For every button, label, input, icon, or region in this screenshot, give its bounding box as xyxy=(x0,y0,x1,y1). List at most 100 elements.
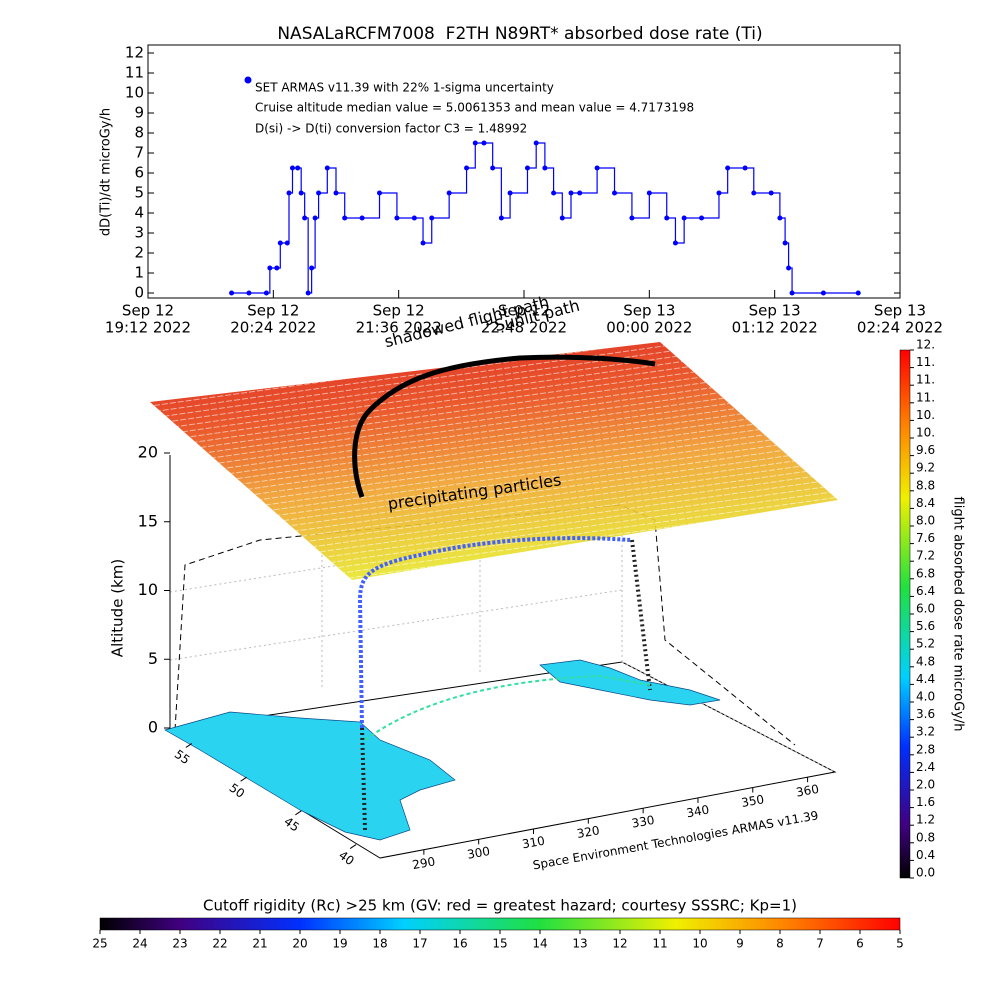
colorbar-tick-label: 6.0 xyxy=(916,602,935,616)
data-point xyxy=(820,290,826,296)
colorbar-label: flight absorbed dose rate microGy/h xyxy=(951,497,966,732)
data-point xyxy=(263,290,269,296)
y-tick-label: 1 xyxy=(134,264,144,282)
colorbar-tick-label: 9.6 xyxy=(916,443,935,457)
y-tick-label: 8 xyxy=(134,124,144,142)
data-point xyxy=(612,190,618,196)
z-tick-label: 0 xyxy=(148,718,158,737)
colorbar-tick-label: 8 xyxy=(776,937,784,951)
colorbar-tick-label: 2.0 xyxy=(916,778,935,792)
annotation: Cruise altitude median value = 5.0061353… xyxy=(255,101,694,115)
x-tick-label: Sep 12 xyxy=(373,302,425,320)
data-point xyxy=(429,215,435,221)
y-tick-label: 11 xyxy=(125,64,144,82)
x-tick-label: 21:36 2022 xyxy=(356,319,442,337)
colorbar-tick-label: 1.6 xyxy=(916,795,935,809)
colorbar-tick-label: 7.6 xyxy=(916,531,935,545)
data-point xyxy=(289,165,295,171)
data-point xyxy=(498,215,504,221)
data-point xyxy=(716,190,722,196)
data-point xyxy=(789,290,795,296)
data-point xyxy=(672,240,678,246)
data-point xyxy=(302,215,308,221)
colorbar-tick-label: 4.8 xyxy=(916,654,935,668)
colorbar-tick-label: 11 xyxy=(652,937,667,951)
data-point xyxy=(309,265,315,271)
data-point xyxy=(295,165,301,171)
x-tick-label: 20:24 2022 xyxy=(230,319,316,337)
y-tick-label: 2 xyxy=(134,244,144,262)
colorbar-tick-label: 14 xyxy=(532,937,547,951)
data-point xyxy=(481,140,487,146)
colorbar-tick-label: 24 xyxy=(132,937,147,951)
z-tick-label: 10 xyxy=(138,580,158,599)
data-point xyxy=(286,190,292,196)
data-point xyxy=(542,165,548,171)
data-point xyxy=(559,215,565,221)
lat-tick-label: 45 xyxy=(281,814,302,834)
data-point xyxy=(551,190,557,196)
z-tick-label: 5 xyxy=(148,649,158,668)
chart-title: NASALaRCFM7008 F2TH N89RT* absorbed dose… xyxy=(277,24,762,44)
lat-tick xyxy=(185,743,193,748)
z-tick-label: 20 xyxy=(138,443,158,462)
lon-tick-label: 310 xyxy=(521,834,546,852)
dose-colorbar xyxy=(899,349,911,879)
data-point xyxy=(577,190,583,196)
data-point xyxy=(681,215,687,221)
colorbar-tick-label: 4.0 xyxy=(916,690,935,704)
y-tick-label: 5 xyxy=(134,184,144,202)
colorbar-tick-label: 15 xyxy=(492,937,507,951)
data-point xyxy=(420,240,426,246)
colorbar-tick-label: 17 xyxy=(412,937,427,951)
data-point xyxy=(699,215,705,221)
colorbar-tick-label: 10. xyxy=(916,426,935,440)
data-point xyxy=(568,190,574,196)
colorbar-tick-label: 22 xyxy=(212,937,227,951)
data-point xyxy=(246,290,252,296)
data-point xyxy=(782,240,788,246)
ground-track xyxy=(364,674,651,741)
x-tick-label: 22:48 2022 xyxy=(481,319,567,337)
colorbar-tick-label: 1.2 xyxy=(916,813,935,827)
lon-tick-label: 290 xyxy=(411,854,436,872)
colorbar-tick-label: 21 xyxy=(252,937,267,951)
colorbar-tick-label: 16 xyxy=(452,937,467,951)
x-tick-label: 00:00 2022 xyxy=(606,319,692,337)
data-point xyxy=(524,165,530,171)
colorbar-tick-label: 2.4 xyxy=(916,760,935,774)
y-tick-label: 9 xyxy=(134,104,144,122)
data-point xyxy=(786,265,792,271)
colorbar-tick-label: 5 xyxy=(896,937,904,951)
x-tick-label: Sep 12 xyxy=(498,302,550,320)
x-tick-label: Sep 12 xyxy=(247,302,299,320)
colorbar-tick-label: 13 xyxy=(572,937,587,951)
data-point xyxy=(394,215,400,221)
lat-tick xyxy=(240,776,247,782)
colorbar-label: Cutoff rigidity (Rc) >25 km (GV: red = g… xyxy=(203,897,797,915)
colorbar-tick-label: 25 xyxy=(92,937,107,951)
colorbar-tick-label: 6 xyxy=(856,937,864,951)
y-tick-label: 10 xyxy=(125,84,144,102)
colorbar-tick-label: 8.8 xyxy=(916,478,935,492)
colorbar-tick-label: 0.0 xyxy=(916,866,935,880)
annotation: SET ARMAS v11.39 with 22% 1-sigma uncert… xyxy=(255,81,554,95)
colorbar-tick-label: 5.2 xyxy=(916,637,935,651)
y-tick-label: 7 xyxy=(134,144,144,162)
data-point xyxy=(342,215,348,221)
particle-hatch xyxy=(150,342,838,580)
z-axis-label: Altitude (km) xyxy=(109,559,127,657)
data-point xyxy=(229,290,235,296)
y-tick-label: 12 xyxy=(125,44,144,62)
colorbar-tick-label: 19 xyxy=(332,937,347,951)
colorbar-tick-label: 8.4 xyxy=(916,496,935,510)
colorbar-tick-label: 6.8 xyxy=(916,566,935,580)
data-point xyxy=(777,215,783,221)
colorbar-tick-label: 23 xyxy=(172,937,187,951)
colorbar-tick-label: 0.8 xyxy=(916,830,935,844)
colorbar-tick-label: 20 xyxy=(292,937,307,951)
y-tick-label: 0 xyxy=(134,284,144,302)
data-point xyxy=(277,240,283,246)
flight-path-shadow xyxy=(360,539,652,831)
lon-tick-label: 350 xyxy=(740,792,765,810)
